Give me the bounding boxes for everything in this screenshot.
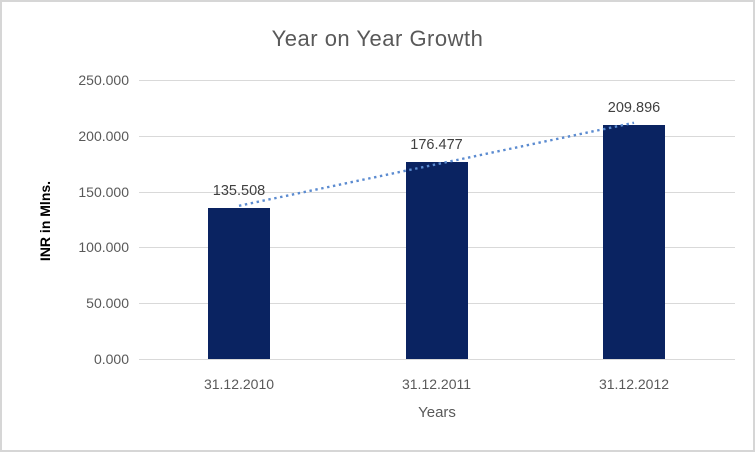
data-label: 209.896 <box>607 99 661 116</box>
y-tick-label: 0.000 <box>93 350 129 367</box>
bar-31.12.2010 <box>208 207 270 359</box>
x-tick-label: 31.12.2012 <box>598 376 670 392</box>
chart-title: Year on Year Growth <box>271 26 484 51</box>
data-label: 135.508 <box>212 182 266 199</box>
x-tick-label: 31.12.2011 <box>401 376 472 392</box>
y-tick-label: 50.000 <box>86 294 129 311</box>
y-tick-label: 200.000 <box>78 127 129 144</box>
y-tick-label: 150.000 <box>78 183 129 200</box>
bar-31.12.2011 <box>405 162 468 359</box>
trendline <box>238 121 635 207</box>
x-axis-title: Years <box>418 404 456 421</box>
y-tick-label: 100.000 <box>78 238 129 255</box>
data-label: 176.477 <box>410 137 463 154</box>
x-tick-label: 31.12.2010 <box>203 376 275 392</box>
y-tick-label: 250.000 <box>78 71 129 88</box>
bar-31.12.2012 <box>603 124 665 359</box>
